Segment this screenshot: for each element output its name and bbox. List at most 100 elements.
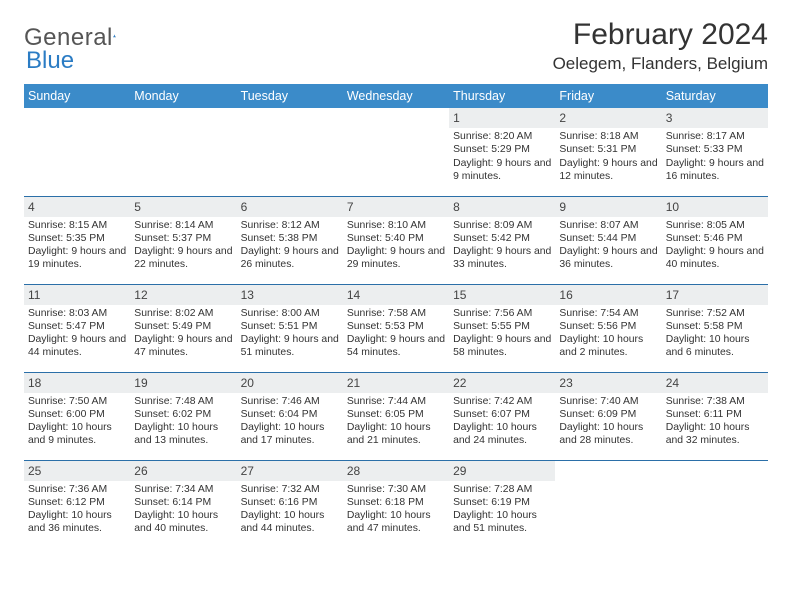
day-cell: 19Sunrise: 7:48 AMSunset: 6:02 PMDayligh… xyxy=(130,372,236,460)
month-title: February 2024 xyxy=(553,18,768,52)
day-cell: 12Sunrise: 8:02 AMSunset: 5:49 PMDayligh… xyxy=(130,284,236,372)
day-cell: 10Sunrise: 8:05 AMSunset: 5:46 PMDayligh… xyxy=(662,196,768,284)
weekday-col-2: Tuesday xyxy=(237,84,343,108)
week-row: 4Sunrise: 8:15 AMSunset: 5:35 PMDaylight… xyxy=(24,196,768,284)
day-cell: 28Sunrise: 7:30 AMSunset: 6:18 PMDayligh… xyxy=(343,460,449,548)
day-number: 22 xyxy=(449,373,555,393)
day-cell: 4Sunrise: 8:15 AMSunset: 5:35 PMDaylight… xyxy=(24,196,130,284)
day-cell: 8Sunrise: 8:09 AMSunset: 5:42 PMDaylight… xyxy=(449,196,555,284)
day-cell: 22Sunrise: 7:42 AMSunset: 6:07 PMDayligh… xyxy=(449,372,555,460)
day-cell: 27Sunrise: 7:32 AMSunset: 6:16 PMDayligh… xyxy=(237,460,343,548)
day-info: Sunrise: 7:54 AMSunset: 5:56 PMDaylight:… xyxy=(555,305,661,364)
day-number: 25 xyxy=(24,461,130,481)
day-cell: 13Sunrise: 8:00 AMSunset: 5:51 PMDayligh… xyxy=(237,284,343,372)
day-number: 10 xyxy=(662,197,768,217)
day-info: Sunrise: 8:09 AMSunset: 5:42 PMDaylight:… xyxy=(449,217,555,276)
day-number: 17 xyxy=(662,285,768,305)
day-number: 14 xyxy=(343,285,449,305)
day-cell: 16Sunrise: 7:54 AMSunset: 5:56 PMDayligh… xyxy=(555,284,661,372)
day-cell: 24Sunrise: 7:38 AMSunset: 6:11 PMDayligh… xyxy=(662,372,768,460)
day-info: Sunrise: 7:46 AMSunset: 6:04 PMDaylight:… xyxy=(237,393,343,452)
day-number: 5 xyxy=(130,197,236,217)
day-number: 26 xyxy=(130,461,236,481)
day-cell: 3Sunrise: 8:17 AMSunset: 5:33 PMDaylight… xyxy=(662,108,768,196)
day-cell: 1Sunrise: 8:20 AMSunset: 5:29 PMDaylight… xyxy=(449,108,555,196)
day-cell: 11Sunrise: 8:03 AMSunset: 5:47 PMDayligh… xyxy=(24,284,130,372)
day-info: Sunrise: 7:58 AMSunset: 5:53 PMDaylight:… xyxy=(343,305,449,364)
day-info: Sunrise: 7:28 AMSunset: 6:19 PMDaylight:… xyxy=(449,481,555,540)
day-cell: 17Sunrise: 7:52 AMSunset: 5:58 PMDayligh… xyxy=(662,284,768,372)
day-info: Sunrise: 8:05 AMSunset: 5:46 PMDaylight:… xyxy=(662,217,768,276)
week-row: 11Sunrise: 8:03 AMSunset: 5:47 PMDayligh… xyxy=(24,284,768,372)
day-info: Sunrise: 7:32 AMSunset: 6:16 PMDaylight:… xyxy=(237,481,343,540)
day-cell: 15Sunrise: 7:56 AMSunset: 5:55 PMDayligh… xyxy=(449,284,555,372)
day-number: 16 xyxy=(555,285,661,305)
day-cell: 21Sunrise: 7:44 AMSunset: 6:05 PMDayligh… xyxy=(343,372,449,460)
day-info: Sunrise: 8:18 AMSunset: 5:31 PMDaylight:… xyxy=(555,128,661,187)
day-cell: . xyxy=(24,108,130,196)
sail-icon xyxy=(113,26,117,46)
day-number: 19 xyxy=(130,373,236,393)
day-number: 21 xyxy=(343,373,449,393)
day-info: Sunrise: 7:52 AMSunset: 5:58 PMDaylight:… xyxy=(662,305,768,364)
day-number: 23 xyxy=(555,373,661,393)
day-number: 6 xyxy=(237,197,343,217)
day-cell: 29Sunrise: 7:28 AMSunset: 6:19 PMDayligh… xyxy=(449,460,555,548)
day-cell: 25Sunrise: 7:36 AMSunset: 6:12 PMDayligh… xyxy=(24,460,130,548)
day-info: Sunrise: 8:07 AMSunset: 5:44 PMDaylight:… xyxy=(555,217,661,276)
day-cell: 5Sunrise: 8:14 AMSunset: 5:37 PMDaylight… xyxy=(130,196,236,284)
day-info: Sunrise: 8:00 AMSunset: 5:51 PMDaylight:… xyxy=(237,305,343,364)
weekday-col-3: Wednesday xyxy=(343,84,449,108)
day-cell: 6Sunrise: 8:12 AMSunset: 5:38 PMDaylight… xyxy=(237,196,343,284)
logo-word-2-wrap: Blue xyxy=(26,47,74,75)
day-number: 27 xyxy=(237,461,343,481)
weekday-col-1: Monday xyxy=(130,84,236,108)
day-number: 15 xyxy=(449,285,555,305)
weekday-col-6: Saturday xyxy=(662,84,768,108)
week-row: 18Sunrise: 7:50 AMSunset: 6:00 PMDayligh… xyxy=(24,372,768,460)
day-cell: . xyxy=(237,108,343,196)
day-info: Sunrise: 7:48 AMSunset: 6:02 PMDaylight:… xyxy=(130,393,236,452)
week-row: ....1Sunrise: 8:20 AMSunset: 5:29 PMDayl… xyxy=(24,108,768,196)
weekday-col-4: Thursday xyxy=(449,84,555,108)
day-info: Sunrise: 7:44 AMSunset: 6:05 PMDaylight:… xyxy=(343,393,449,452)
day-number: 24 xyxy=(662,373,768,393)
day-info: Sunrise: 8:03 AMSunset: 5:47 PMDaylight:… xyxy=(24,305,130,364)
title-block: February 2024 Oelegem, Flanders, Belgium xyxy=(553,18,768,74)
day-number: 9 xyxy=(555,197,661,217)
day-info: Sunrise: 7:38 AMSunset: 6:11 PMDaylight:… xyxy=(662,393,768,452)
day-number: 29 xyxy=(449,461,555,481)
day-cell: 7Sunrise: 8:10 AMSunset: 5:40 PMDaylight… xyxy=(343,196,449,284)
day-info: Sunrise: 8:12 AMSunset: 5:38 PMDaylight:… xyxy=(237,217,343,276)
weekday-col-0: Sunday xyxy=(24,84,130,108)
day-cell: 23Sunrise: 7:40 AMSunset: 6:09 PMDayligh… xyxy=(555,372,661,460)
day-number: 20 xyxy=(237,373,343,393)
day-cell: 20Sunrise: 7:46 AMSunset: 6:04 PMDayligh… xyxy=(237,372,343,460)
day-cell: . xyxy=(343,108,449,196)
day-info: Sunrise: 8:17 AMSunset: 5:33 PMDaylight:… xyxy=(662,128,768,187)
day-number: 13 xyxy=(237,285,343,305)
day-cell: 26Sunrise: 7:34 AMSunset: 6:14 PMDayligh… xyxy=(130,460,236,548)
day-info: Sunrise: 7:30 AMSunset: 6:18 PMDaylight:… xyxy=(343,481,449,540)
day-info: Sunrise: 8:20 AMSunset: 5:29 PMDaylight:… xyxy=(449,128,555,187)
day-info: Sunrise: 8:14 AMSunset: 5:37 PMDaylight:… xyxy=(130,217,236,276)
day-cell: . xyxy=(130,108,236,196)
day-info: Sunrise: 8:10 AMSunset: 5:40 PMDaylight:… xyxy=(343,217,449,276)
day-number: 18 xyxy=(24,373,130,393)
day-number: 2 xyxy=(555,108,661,128)
logo-word-2: Blue xyxy=(26,47,74,74)
day-number: 28 xyxy=(343,461,449,481)
day-info: Sunrise: 7:56 AMSunset: 5:55 PMDaylight:… xyxy=(449,305,555,364)
day-number: 1 xyxy=(449,108,555,128)
weekday-col-5: Friday xyxy=(555,84,661,108)
day-number: 4 xyxy=(24,197,130,217)
header-row: General February 2024 Oelegem, Flanders,… xyxy=(24,18,768,74)
location-subtitle: Oelegem, Flanders, Belgium xyxy=(553,54,768,74)
day-number: 3 xyxy=(662,108,768,128)
day-cell: . xyxy=(555,460,661,548)
day-info: Sunrise: 7:50 AMSunset: 6:00 PMDaylight:… xyxy=(24,393,130,452)
day-number: 8 xyxy=(449,197,555,217)
day-number: 11 xyxy=(24,285,130,305)
day-cell: . xyxy=(662,460,768,548)
day-cell: 9Sunrise: 8:07 AMSunset: 5:44 PMDaylight… xyxy=(555,196,661,284)
